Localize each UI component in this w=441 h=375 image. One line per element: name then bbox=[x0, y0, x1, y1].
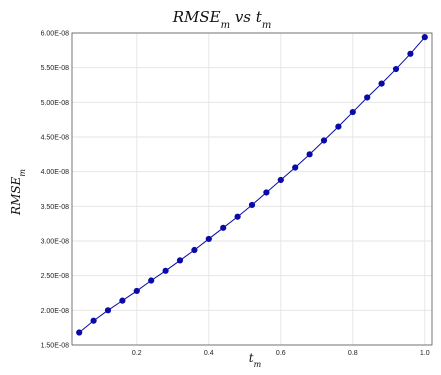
x-axis-ticks: 0.2 0.4 0.6 0.8 1.0 bbox=[132, 350, 430, 357]
x-tick-label: 0.8 bbox=[348, 350, 358, 357]
data-point bbox=[407, 50, 414, 57]
data-point bbox=[176, 257, 184, 264]
chart-title: RMSEm vs tm bbox=[172, 8, 272, 31]
data-point bbox=[205, 235, 212, 243]
data-point bbox=[234, 213, 241, 220]
data-point bbox=[392, 65, 400, 73]
data-point bbox=[378, 80, 385, 87]
data-point bbox=[263, 189, 270, 196]
data-point bbox=[76, 329, 83, 336]
data-point bbox=[292, 164, 299, 171]
data-point bbox=[248, 201, 256, 209]
data-point bbox=[349, 108, 356, 116]
y-tick-label: 2.00E-08 bbox=[41, 308, 70, 315]
x-tick-label: 0.4 bbox=[204, 350, 214, 357]
data-point bbox=[335, 123, 342, 130]
data-point bbox=[162, 267, 169, 274]
x-axis-label: tm bbox=[249, 351, 262, 369]
y-axis-label: RMSEm bbox=[9, 169, 27, 216]
data-point bbox=[277, 176, 284, 184]
y-tick-label: 5.00E-08 bbox=[41, 100, 70, 107]
data-point bbox=[119, 297, 126, 304]
data-point bbox=[306, 151, 313, 158]
data-point bbox=[90, 317, 97, 324]
data-point bbox=[148, 277, 155, 284]
y-axis-ticks: 1.50E-08 2.00E-08 2.50E-08 3.00E-08 3.50E-08… bbox=[41, 31, 70, 350]
y-tick-label: 1.50E-08 bbox=[41, 343, 70, 350]
data-point bbox=[421, 34, 428, 41]
plot-frame bbox=[71, 32, 433, 346]
y-tick-label: 4.50E-08 bbox=[41, 135, 70, 142]
data-point bbox=[133, 287, 140, 295]
data-point bbox=[104, 307, 112, 314]
data-point bbox=[364, 94, 371, 101]
y-tick-label: 4.00E-08 bbox=[41, 169, 70, 176]
y-tick-label: 3.00E-08 bbox=[41, 239, 70, 246]
y-tick-label: 3.50E-08 bbox=[41, 204, 70, 211]
y-tick-label: 2.50E-08 bbox=[41, 273, 70, 280]
x-tick-label: 1.0 bbox=[420, 350, 430, 357]
series-points bbox=[76, 34, 428, 336]
data-point bbox=[191, 246, 198, 254]
y-tick-label: 6.00E-08 bbox=[41, 31, 70, 38]
data-point bbox=[320, 137, 328, 144]
y-tick-label: 5.50E-08 bbox=[41, 65, 70, 72]
data-point bbox=[220, 224, 227, 231]
x-tick-label: 0.2 bbox=[132, 350, 142, 357]
x-tick-label: 0.6 bbox=[276, 350, 286, 357]
